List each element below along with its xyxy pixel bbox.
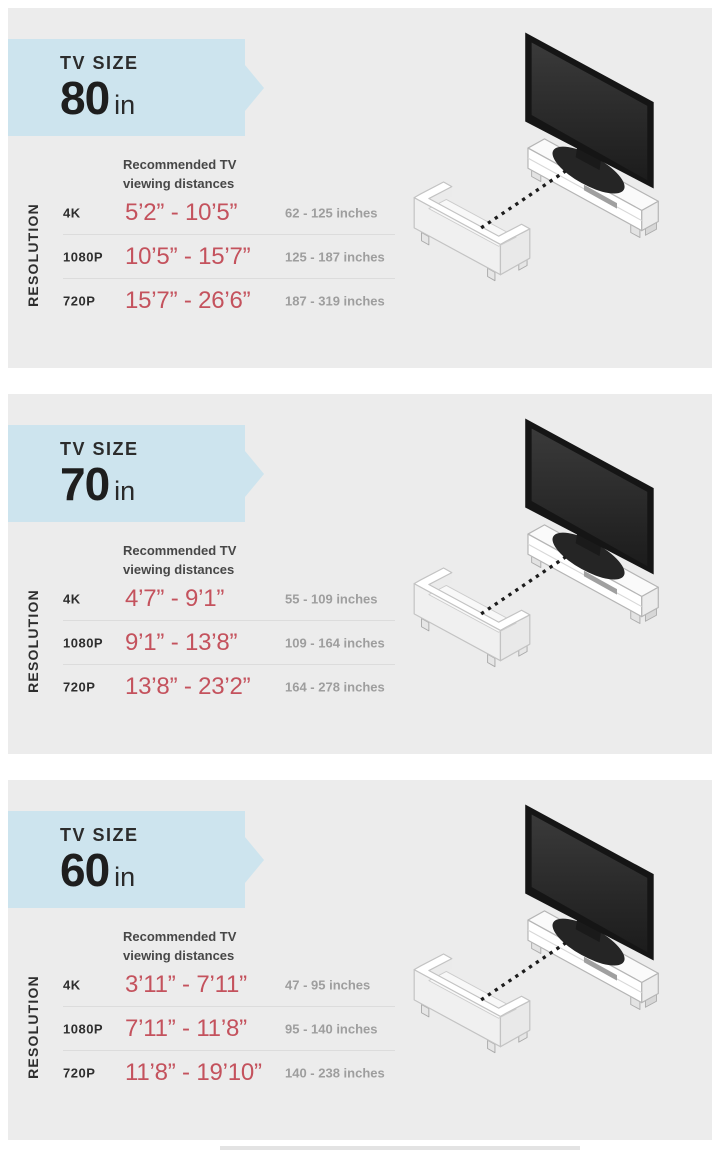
distance-row-720p: 720P 13’8” - 23’2” 164 - 278 inches	[63, 665, 395, 708]
distance-dotted-line	[480, 169, 567, 230]
subtitle-line-1: Recommended TV	[123, 157, 237, 172]
resolution-label: 1080P	[63, 635, 104, 650]
tv-icon	[525, 804, 654, 961]
distance-dotted-line	[480, 555, 567, 616]
row-divider	[63, 278, 395, 279]
tv-size-panel: TV SIZE 60 in Recommended TV viewing dis…	[8, 780, 712, 1140]
distance-feet: 3’11” - 7’11”	[125, 970, 247, 998]
distance-inches: 47 - 95 inches	[285, 977, 371, 992]
tv-size-unit: in	[114, 862, 136, 892]
distance-feet: 10’5” - 15’7”	[125, 242, 251, 270]
tv-size-value-row: 80 in	[60, 75, 245, 121]
distance-row-720p: 720P 11’8” - 19’10” 140 - 238 inches	[63, 1051, 395, 1094]
subtitle-line-2: viewing distances	[123, 947, 235, 963]
distance-table: 4K 3’11” - 7’11” 47 - 95 inches 1080P 7’…	[63, 963, 395, 1094]
sofa-icon	[413, 181, 531, 282]
tv-icon	[525, 418, 654, 575]
tv-size-value: 80	[60, 72, 110, 124]
banner-arrow-icon	[245, 64, 264, 111]
distance-feet: 13’8” - 23’2”	[125, 672, 251, 700]
distance-row-1080p: 1080P 7’11” - 11’8” 95 - 140 inches	[63, 1007, 395, 1050]
resolution-label: 1080P	[63, 249, 104, 264]
distance-feet: 4’7” - 9’1”	[125, 584, 225, 612]
banner-label: TV SIZE	[60, 439, 139, 459]
subtitle-line-1: Recommended TV	[123, 543, 237, 558]
resolution-label: 4K	[63, 977, 81, 992]
distance-row-720p: 720P 15’7” - 26’6” 187 - 319 inches	[63, 279, 395, 322]
distance-row-4k: 4K 3’11” - 7’11” 47 - 95 inches	[63, 963, 395, 1006]
resolution-axis-label: RESOLUTION	[25, 589, 41, 693]
row-divider	[63, 1006, 395, 1007]
distance-inches: 164 - 278 inches	[285, 679, 385, 694]
resolution-label: 1080P	[63, 1021, 104, 1036]
row-divider	[63, 234, 395, 235]
distance-feet: 15’7” - 26’6”	[125, 286, 251, 314]
distance-inches: 95 - 140 inches	[285, 1021, 378, 1036]
distance-row-1080p: 1080P 10’5” - 15’7” 125 - 187 inches	[63, 235, 395, 278]
tv-size-value: 60	[60, 844, 110, 896]
tv-size-banner: TV SIZE 70 in	[8, 425, 264, 522]
banner-label: TV SIZE	[60, 53, 139, 73]
distance-row-1080p: 1080P 9’1” - 13’8” 109 - 164 inches	[63, 621, 395, 664]
subtitle-line-1: Recommended TV	[123, 929, 237, 944]
tv-size-panel: TV SIZE 70 in Recommended TV viewing dis…	[8, 394, 712, 754]
banner-arrow-icon	[245, 450, 264, 497]
tv-size-value: 70	[60, 458, 110, 510]
tv-room-illustration	[413, 418, 659, 668]
distance-inches: 125 - 187 inches	[285, 249, 385, 264]
resolution-axis-label: RESOLUTION	[25, 203, 41, 307]
distance-row-4k: 4K 4’7” - 9’1” 55 - 109 inches	[63, 577, 395, 620]
distance-inches: 62 - 125 inches	[285, 205, 378, 220]
tv-size-unit: in	[114, 476, 136, 506]
distance-inches: 55 - 109 inches	[285, 591, 378, 606]
tv-stand-base	[552, 918, 625, 966]
subtitle: Recommended TV viewing distances	[123, 156, 236, 194]
distance-inches: 109 - 164 inches	[285, 635, 385, 650]
distance-table: 4K 5’2” - 10’5” 62 - 125 inches 1080P 10…	[63, 191, 395, 322]
distance-feet: 9’1” - 13’8”	[125, 628, 238, 656]
row-divider	[63, 620, 395, 621]
row-divider	[63, 664, 395, 665]
tv-room-illustration	[413, 804, 659, 1054]
tv-stand-base	[552, 532, 625, 580]
subtitle-line-2: viewing distances	[123, 175, 235, 191]
tv-size-banner: TV SIZE 80 in	[8, 39, 264, 136]
tv-stand-base	[552, 146, 625, 194]
tv-room-illustration	[413, 32, 659, 282]
sofa-icon	[413, 953, 531, 1054]
distance-feet: 11’8” - 19’10”	[125, 1058, 262, 1086]
resolution-label: 720P	[63, 293, 96, 308]
distance-inches: 140 - 238 inches	[285, 1065, 385, 1080]
distance-feet: 5’2” - 10’5”	[125, 198, 238, 226]
subtitle-line-2: viewing distances	[123, 561, 235, 577]
tv-size-banner: TV SIZE 60 in	[8, 811, 264, 908]
resolution-label: 4K	[63, 591, 81, 606]
row-divider	[63, 1050, 395, 1051]
distance-feet: 7’11” - 11’8”	[125, 1014, 247, 1042]
distance-inches: 187 - 319 inches	[285, 293, 385, 308]
tv-size-value-row: 60 in	[60, 847, 245, 893]
banner-label: TV SIZE	[60, 825, 139, 845]
sofa-icon	[413, 567, 531, 668]
tv-icon	[525, 32, 654, 189]
resolution-label: 720P	[63, 1065, 96, 1080]
subtitle: Recommended TV viewing distances	[123, 928, 236, 966]
distance-row-4k: 4K 5’2” - 10’5” 62 - 125 inches	[63, 191, 395, 234]
resolution-label: 720P	[63, 679, 96, 694]
resolution-axis-label: RESOLUTION	[25, 975, 41, 1079]
tv-size-panel: TV SIZE 80 in Recommended TV viewing dis…	[8, 8, 712, 368]
distance-dotted-line	[480, 941, 567, 1002]
tv-size-value-row: 70 in	[60, 461, 245, 507]
distance-table: 4K 4’7” - 9’1” 55 - 109 inches 1080P 9’1…	[63, 577, 395, 708]
tv-size-unit: in	[114, 90, 136, 120]
banner-arrow-icon	[245, 836, 264, 883]
bottom-strip	[220, 1146, 580, 1150]
subtitle: Recommended TV viewing distances	[123, 542, 236, 580]
resolution-label: 4K	[63, 205, 81, 220]
